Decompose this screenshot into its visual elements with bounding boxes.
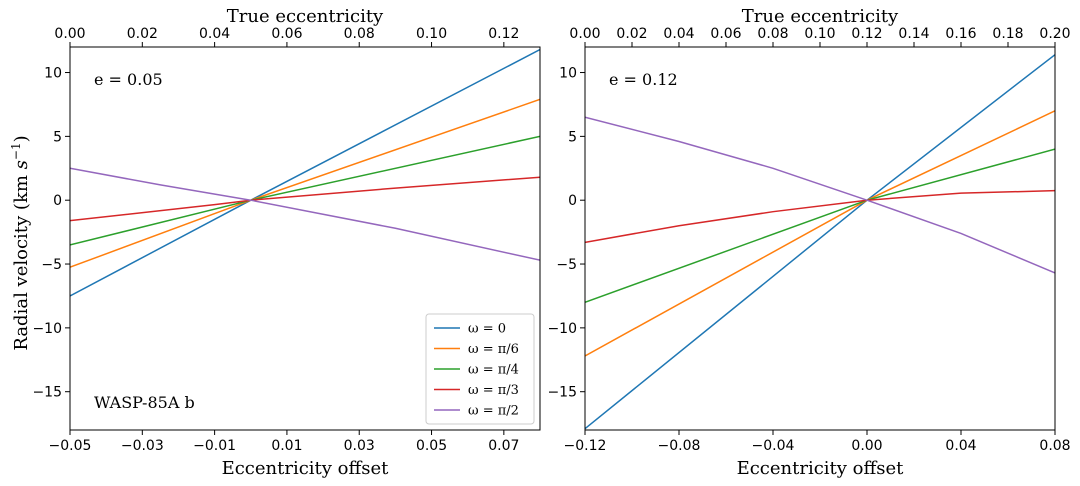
eccentricity-annotation: e = 0.12 xyxy=(609,70,678,89)
series-group xyxy=(70,48,540,297)
top-x-tick-label: 0.08 xyxy=(757,26,788,42)
legend-box xyxy=(425,313,535,425)
legend-entry-0: ω = 0 xyxy=(468,322,506,337)
x-tick-label: −0.08 xyxy=(658,438,701,454)
top-x-tick-label: 0.14 xyxy=(898,26,929,42)
legend-entry-4: ω = π/2 xyxy=(468,404,519,419)
series-line-1 xyxy=(585,110,1055,357)
top-x-tick-label: 0.16 xyxy=(945,26,976,42)
panel-left: −0.05 −0.03 −0.01 0.01 0.03 0.05 0.07 0.00 0.02 0… xyxy=(32,6,541,479)
y-tick-label: −15 xyxy=(32,385,62,401)
x-tick-label: 0.08 xyxy=(1039,438,1070,454)
y-tick-label: −10 xyxy=(32,321,62,337)
x-tick-label: 0.05 xyxy=(416,438,447,454)
x-tick-label: 0.07 xyxy=(488,438,519,454)
y-tick-label: −5 xyxy=(41,257,62,273)
top-x-tick-label: 0.10 xyxy=(416,26,447,42)
series-line-4 xyxy=(585,116,1055,274)
top-x-tick-label: 0.12 xyxy=(488,26,519,42)
legend-entry-2: ω = π/4 xyxy=(468,363,519,378)
ylabel-main: Radial velocity (km xyxy=(11,169,32,350)
y-tick-label: 10 xyxy=(559,66,577,82)
y-tick-label: 5 xyxy=(53,129,62,145)
x-tick-label: −0.12 xyxy=(564,438,607,454)
axes-frame xyxy=(69,46,541,431)
legend-entry-1: ω = π/6 xyxy=(468,342,519,357)
top-x-tick-label: 0.10 xyxy=(804,26,835,42)
series-line-0 xyxy=(585,54,1055,430)
y-tick-label: −10 xyxy=(547,321,577,337)
top-x-tick-label: 0.00 xyxy=(54,26,85,42)
y-tick-label: 10 xyxy=(44,66,62,82)
ylabel-exp: −1 xyxy=(9,142,23,160)
x-tick-label: 0.03 xyxy=(344,438,375,454)
x-tick-label: 0.01 xyxy=(271,438,302,454)
top-x-tick-label: 0.18 xyxy=(992,26,1023,42)
x-tick-label: 0.04 xyxy=(945,438,976,454)
top-x-tick-label: 0.02 xyxy=(127,26,158,42)
x-tick-label: 0.00 xyxy=(851,438,882,454)
top-x-axis-label: True eccentricity xyxy=(742,6,899,27)
x-axis-label: Eccentricity offset xyxy=(737,458,905,479)
y-tick-label: −15 xyxy=(547,385,577,401)
top-x-tick-label: 0.20 xyxy=(1039,26,1070,42)
x-tick-label: −0.05 xyxy=(49,438,92,454)
ylabel-unit: s xyxy=(11,160,32,169)
ylabel-close: ) xyxy=(11,135,32,142)
y-tick-label: 0 xyxy=(53,193,62,209)
top-x-tick-label: 0.00 xyxy=(569,26,600,42)
y-tick-label: −5 xyxy=(556,257,577,273)
top-x-tick-label: 0.12 xyxy=(851,26,882,42)
legend: ω = 0 ω = π/6 ω = π/4 ω = π/3 ω = π/2 xyxy=(425,313,535,425)
legend-entry-3: ω = π/3 xyxy=(468,383,519,398)
panel-right: −0.12 −0.08 −0.04 0.00 0.04 0.08 0.00 0.02 0.04 0… xyxy=(547,6,1070,479)
x-axis-label: Eccentricity offset xyxy=(222,458,390,479)
y-tick-label: 0 xyxy=(568,193,577,209)
y-tick-label: 5 xyxy=(568,129,577,145)
series-line-1 xyxy=(70,98,540,268)
x-tick-label: −0.04 xyxy=(752,438,795,454)
series-line-2 xyxy=(70,135,540,246)
planet-label: WASP-85A b xyxy=(94,393,195,412)
top-x-axis-label: True eccentricity xyxy=(227,6,384,27)
series-line-4 xyxy=(70,167,540,261)
top-x-tick-label: 0.04 xyxy=(199,26,230,42)
top-x-tick-label: 0.04 xyxy=(663,26,694,42)
ylabel: Radial velocity (km s−1) xyxy=(9,135,32,350)
top-x-tick-label: 0.06 xyxy=(710,26,741,42)
top-x-tick-label: 0.02 xyxy=(616,26,647,42)
series-line-3 xyxy=(70,176,540,222)
eccentricity-annotation: e = 0.05 xyxy=(94,70,163,89)
top-x-tick-label: 0.06 xyxy=(271,26,302,42)
series-group xyxy=(585,54,1055,430)
x-tick-label: −0.03 xyxy=(121,438,164,454)
top-x-tick-label: 0.08 xyxy=(344,26,375,42)
x-tick-label: −0.01 xyxy=(193,438,236,454)
series-line-3 xyxy=(585,189,1055,244)
